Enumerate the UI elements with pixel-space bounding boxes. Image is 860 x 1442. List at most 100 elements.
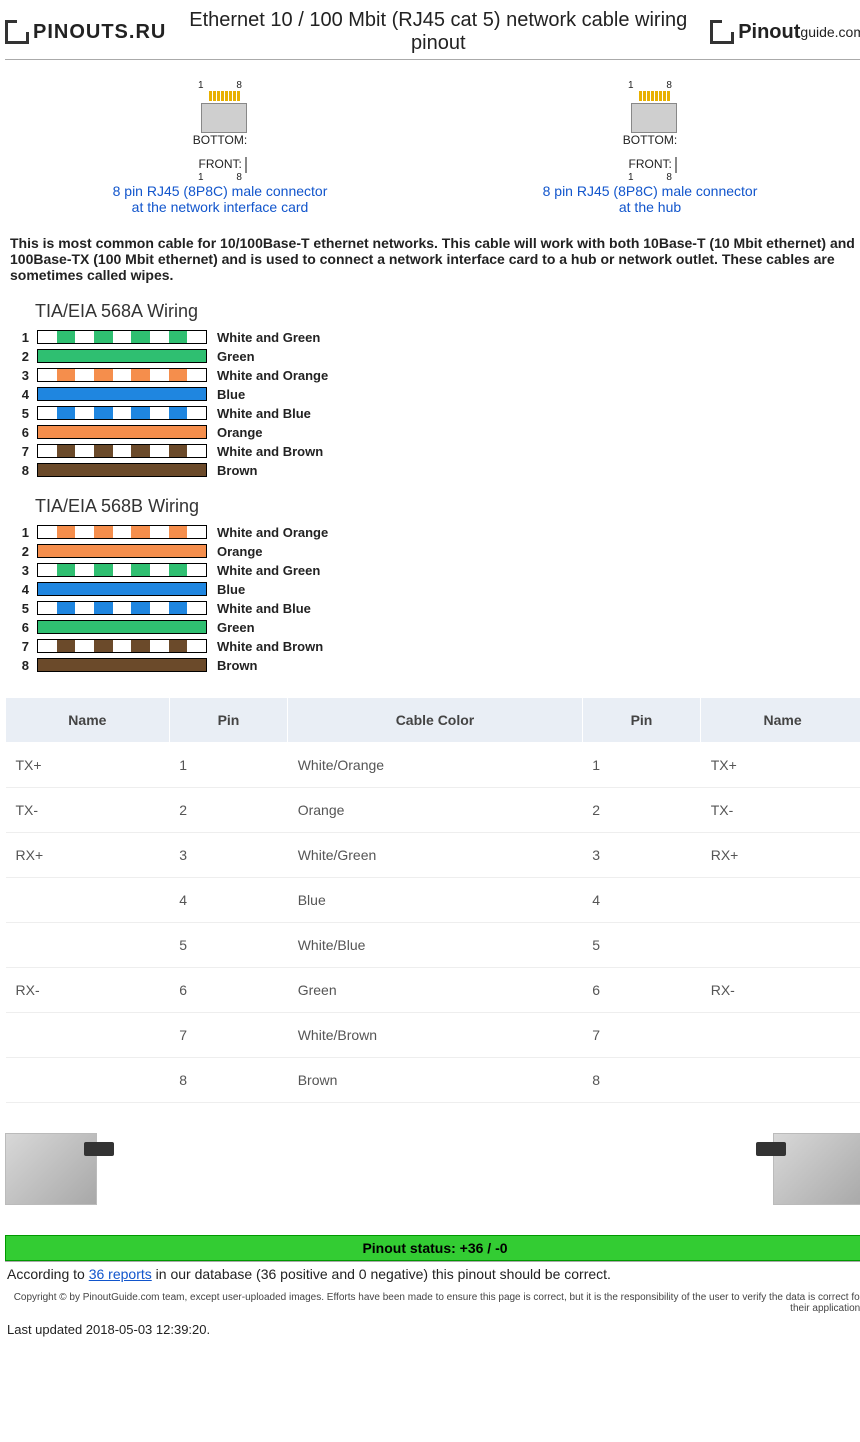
last-updated: Last updated 2018-05-03 12:39:20.	[5, 1320, 860, 1339]
wire-row: 8 Brown	[5, 658, 860, 673]
logo-mark-icon	[710, 20, 734, 44]
rj45-photo-right-icon	[773, 1133, 860, 1205]
wire-bar	[37, 639, 207, 653]
wire-row: 2 Orange	[5, 544, 860, 559]
rj45-front-icon	[245, 158, 247, 172]
wire-bar	[37, 387, 207, 401]
wire-number: 4	[5, 387, 37, 402]
bottom-label: BOTTOM:	[193, 133, 247, 147]
bottom-label: BOTTOM:	[623, 133, 677, 147]
wire-row: 7 White and Brown	[5, 639, 860, 654]
wire-bar	[37, 349, 207, 363]
table-row: 4Blue4	[6, 877, 860, 922]
logo-mark-icon	[5, 20, 29, 44]
table-cell: Blue	[288, 877, 583, 922]
status-bar: Pinout status: +36 / -0	[5, 1235, 860, 1261]
wire-bar	[37, 425, 207, 439]
table-cell: 3	[582, 832, 700, 877]
connector-left: 18 BOTTOM: FRONT: 18 8 pin RJ45 (8P8C) m…	[113, 80, 328, 215]
wire-number: 7	[5, 639, 37, 654]
connector-photos	[5, 1133, 860, 1205]
wire-bar	[37, 658, 207, 672]
reports-link[interactable]: 36 reports	[89, 1266, 152, 1282]
wire-label: White and Orange	[207, 525, 328, 540]
table-cell: RX+	[701, 832, 860, 877]
table-header: Pin	[169, 697, 287, 742]
pinout-table: NamePinCable ColorPinName TX+1White/Oran…	[5, 697, 860, 1103]
table-cell	[6, 877, 170, 922]
wire-label: Brown	[207, 658, 257, 673]
connector-diagrams: 1 8 BOTTOM: FRONT: 1 8 8 pin RJ45 (8P8C) m…	[5, 80, 860, 215]
table-cell: 5	[169, 922, 287, 967]
connector-right: 18 BOTTOM: FRONT: 18 8 pin RJ45 (8P8C) m…	[543, 80, 758, 215]
table-row: 5White/Blue5	[6, 922, 860, 967]
table-header: Name	[701, 697, 860, 742]
table-row: 7White/Brown7	[6, 1012, 860, 1057]
wire-row: 1White and Green	[5, 330, 860, 345]
table-cell: 3	[169, 832, 287, 877]
connector-left-link[interactable]: 8 pin RJ45 (8P8C) male connectorat the n…	[113, 183, 328, 215]
page-title: Ethernet 10 / 100 Mbit (RJ45 cat 5) netw…	[166, 9, 710, 55]
table-cell: 6	[169, 967, 287, 1012]
wire-label: White and Brown	[207, 444, 323, 459]
table-cell: TX-	[6, 787, 170, 832]
pin-num-8: 8	[666, 80, 672, 91]
wire-number: 7	[5, 444, 37, 459]
table-cell	[6, 1012, 170, 1057]
logo-right[interactable]: Pinoutguide.com	[710, 20, 860, 44]
wire-number: 2	[5, 544, 37, 559]
wire-label: White and Brown	[207, 639, 323, 654]
wiring-568a: TIA/EIA 568A Wiring 1White and Green2Gre…	[5, 301, 860, 478]
table-row: 8Brown8	[6, 1057, 860, 1102]
wire-bar	[37, 463, 207, 477]
logo-right-a: Pinout	[738, 21, 800, 44]
connector-right-link[interactable]: 8 pin RJ45 (8P8C) male connectorat the h…	[543, 183, 758, 215]
copyright: Copyright © by PinoutGuide.com team, exc…	[5, 1286, 860, 1320]
wire-bar	[37, 563, 207, 577]
wire-bar	[37, 582, 207, 596]
wire-label: Orange	[207, 544, 263, 559]
logo-left[interactable]: PINOUTS.RU	[5, 20, 166, 44]
front-label: FRONT:	[199, 157, 242, 171]
front-label: FRONT:	[629, 157, 672, 171]
logo-left-text: PINOUTS.RU	[33, 21, 166, 44]
wire-bar	[37, 525, 207, 539]
wire-label: Brown	[207, 463, 257, 478]
pin-num-8: 8	[236, 172, 242, 183]
table-cell: 8	[169, 1057, 287, 1102]
wire-number: 8	[5, 658, 37, 673]
wire-label: White and Blue	[207, 601, 311, 616]
wire-number: 1	[5, 330, 37, 345]
wire-row: 4Blue	[5, 582, 860, 597]
wire-row: 2Green	[5, 349, 860, 364]
table-cell: RX-	[6, 967, 170, 1012]
table-cell: TX+	[701, 742, 860, 787]
table-cell: 4	[169, 877, 287, 922]
pin-num-8: 8	[666, 172, 672, 183]
status-text: According to 36 reports in our database …	[5, 1261, 860, 1286]
rj45-bottom-icon	[201, 91, 247, 133]
table-cell: 1	[582, 742, 700, 787]
wire-label: Green	[207, 349, 255, 364]
pin-num-1: 1	[198, 172, 204, 183]
table-cell: 5	[582, 922, 700, 967]
wire-number: 8	[5, 463, 37, 478]
wire-bar	[37, 368, 207, 382]
pin-num-1: 1	[628, 80, 634, 91]
rj45-front-icon	[675, 158, 677, 172]
table-row: RX-6Green6RX-	[6, 967, 860, 1012]
table-cell: Green	[288, 967, 583, 1012]
wire-row: 4Blue	[5, 387, 860, 402]
table-cell: Orange	[288, 787, 583, 832]
table-header: Cable Color	[288, 697, 583, 742]
table-cell: RX+	[6, 832, 170, 877]
wire-row: 3White and Orange	[5, 368, 860, 383]
header: PINOUTS.RU Ethernet 10 / 100 Mbit (RJ45 …	[5, 5, 860, 60]
table-cell	[701, 1012, 860, 1057]
table-cell: 2	[582, 787, 700, 832]
wire-label: Orange	[207, 425, 263, 440]
table-row: RX+3White/Green3RX+	[6, 832, 860, 877]
wire-label: Blue	[207, 582, 245, 597]
wire-label: White and Orange	[207, 368, 328, 383]
table-cell: 6	[582, 967, 700, 1012]
